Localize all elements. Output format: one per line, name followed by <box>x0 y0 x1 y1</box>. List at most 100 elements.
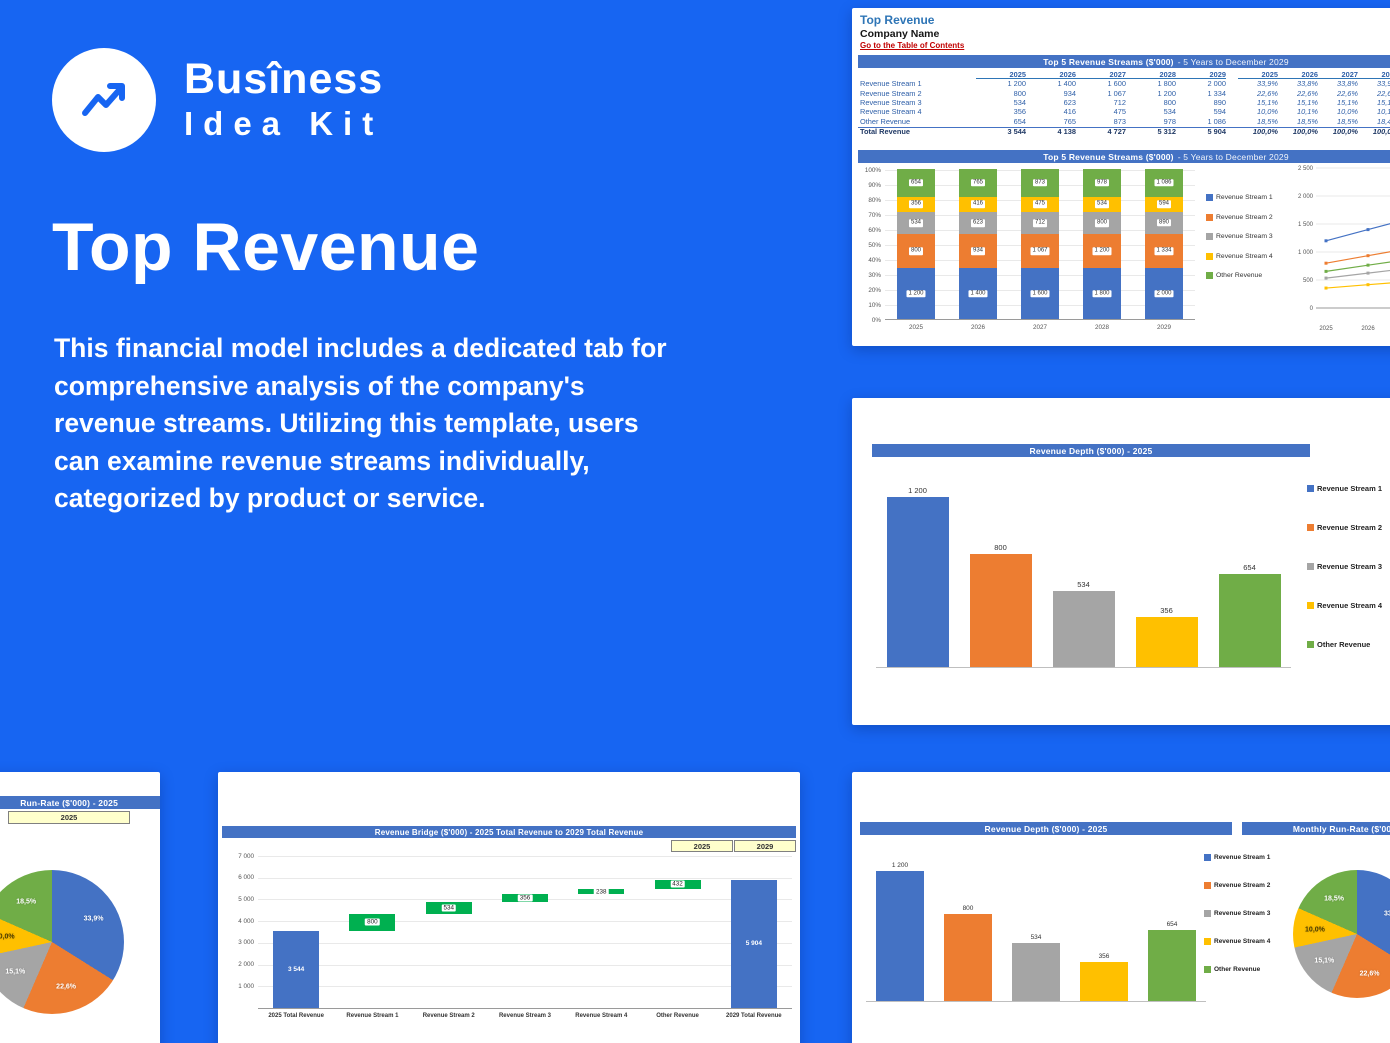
legend-label: Other Revenue <box>1317 640 1371 649</box>
line-chart-tick: 1 000 <box>1298 250 1314 256</box>
line-chart-tick: 2 500 <box>1298 166 1314 172</box>
legend-item: Revenue Stream 2 <box>1204 882 1270 889</box>
bar-slot: 1 200 <box>866 852 934 1001</box>
bar <box>1135 616 1198 667</box>
legend-label: Revenue Stream 3 <box>1216 233 1273 240</box>
cell-value: 654 <box>1013 116 1026 126</box>
legend-label: Revenue Stream 3 <box>1317 562 1383 571</box>
brand-wordmark: Busîness Idea Kit <box>184 57 383 142</box>
table-row: Revenue Stream 1 1 200 1 400 1 600 1 800 2 00… <box>858 79 1390 88</box>
cell-pct: 10,1% <box>1297 107 1318 117</box>
pie-slice-label: 22,6% <box>1359 970 1380 978</box>
line-marker <box>1324 239 1328 243</box>
legend-swatch <box>1206 213 1213 221</box>
pie-slice-label: 33,9% <box>1384 910 1390 918</box>
bar <box>876 871 924 1001</box>
revenue-depth-title-bar: Revenue Depth ($'000) - 2025 <box>872 444 1310 457</box>
cell-value: 1 086 <box>1207 116 1227 126</box>
cell-pct: 15,1% <box>1297 98 1318 108</box>
bar-segment-label: 765 <box>970 179 986 187</box>
bar-segment-label: 1 200 <box>906 289 926 298</box>
stacked-bar: 1 400 934 623 416 765 <box>959 169 997 319</box>
cell-pct: 33,9% <box>1377 79 1390 89</box>
bar-value-label: 5 904 <box>745 940 762 948</box>
line-marker <box>1366 254 1370 258</box>
cell-value: 3 544 <box>1007 127 1027 137</box>
bar-segment: 978 <box>1083 169 1121 197</box>
table-title-suffix: - 5 Years to December 2029 <box>1177 56 1289 67</box>
toc-link[interactable]: Go to the Table of Contents <box>860 41 965 50</box>
line-series <box>1325 269 1390 279</box>
depth-runrate-panel: Revenue Depth ($'000) - 2025 Monthly Run… <box>852 772 1390 1043</box>
cell-pct: 22,6% <box>1377 88 1390 98</box>
legend-item: Revenue Stream 3 <box>1307 562 1382 571</box>
bar-segment: 356 <box>897 196 935 212</box>
bar-segment: 594 <box>1145 196 1183 212</box>
legend-item: Revenue Stream 1 <box>1206 194 1273 201</box>
chart-title-main: Top 5 Revenue Streams ($'000) <box>1043 151 1174 162</box>
cell-value: 2029 <box>1176 70 1226 80</box>
x-axis-label: Revenue Stream 1 <box>346 1013 399 1019</box>
pie-slice-label: 10,0% <box>0 933 15 941</box>
x-axis-tick: 2027 <box>1032 324 1047 331</box>
bar-value-label: 654 <box>1166 921 1178 929</box>
cell-value: 873 <box>1113 116 1126 126</box>
stacked-bar: 2 000 1 334 890 594 1 086 <box>1145 169 1183 319</box>
cell-value: 800 <box>1163 98 1176 108</box>
bar-segment-label: 356 <box>908 200 924 208</box>
pie-slice-label: 18,5% <box>1324 895 1344 903</box>
line-marker <box>1324 261 1328 265</box>
bar-segment-label: 594 <box>1156 200 1172 208</box>
cell-pct: 18,5% <box>1257 116 1278 126</box>
bar-segment-label: 712 <box>1032 219 1048 227</box>
bar-segment: 1 200 <box>1083 234 1121 269</box>
cell-value: 2 000 <box>1207 79 1227 89</box>
bar-segment-label: 978 <box>1094 179 1110 187</box>
line-marker <box>1366 283 1370 287</box>
legend-item: Revenue Stream 1 <box>1204 854 1270 861</box>
company-name: Company Name <box>860 28 940 40</box>
bar-segment: 534 <box>1083 196 1121 212</box>
table-row: Revenue Stream 3 534 623 712 800 890 15,1% 15,1… <box>858 98 1390 107</box>
bar-value-label: 432 <box>670 880 685 888</box>
bar-segment-label: 1 600 <box>1030 289 1050 298</box>
bar-segment-label: 2 000 <box>1154 289 1174 298</box>
bar-segment-label: 475 <box>1032 200 1048 209</box>
x-axis-label: Revenue Stream 3 <box>498 1013 551 1019</box>
bar-segment-label: 654 <box>908 179 924 187</box>
bar-value-label: 238 <box>594 888 609 896</box>
y-axis-tick: 5 000 <box>238 895 254 903</box>
bar <box>1052 591 1115 667</box>
y-axis-tick: 6 000 <box>238 874 254 882</box>
bar-value-label: 654 <box>1243 563 1256 573</box>
legend-label: Other Revenue <box>1216 272 1263 279</box>
legend-swatch <box>1307 602 1314 609</box>
y-axis-tick: 40% <box>868 256 881 264</box>
cell-value: 1 800 <box>1157 79 1177 89</box>
y-axis-tick: 7 000 <box>238 852 254 860</box>
cell-pct: 18,5% <box>1297 116 1318 126</box>
x-axis-line <box>258 1008 792 1009</box>
stacked-bar: 1 800 1 200 800 534 978 <box>1083 169 1121 319</box>
table-title-main: Top 5 Revenue Streams ($'000) <box>1043 56 1174 67</box>
table-title-bar: Top 5 Revenue Streams ($'000) - 5 Years … <box>858 55 1390 68</box>
legend-swatch <box>1307 485 1314 492</box>
row-label: Total Revenue <box>860 127 910 137</box>
revenue-table: 2025202620272028202920252026202720282029… <box>858 70 1390 136</box>
legend-swatch <box>1204 966 1211 973</box>
cell-value: 534 <box>1013 98 1026 108</box>
y-axis-tick: 80% <box>868 196 881 204</box>
bar-segment: 712 <box>1021 211 1059 235</box>
cell-value: 765 <box>1063 116 1076 126</box>
legend-item: Other Revenue <box>1204 966 1270 973</box>
bridge-year-box-2029: 2029 <box>734 840 796 852</box>
bar-value-label: 800 <box>962 905 974 913</box>
legend-swatch <box>1206 272 1213 279</box>
bar-value-label: 356 <box>1098 953 1110 961</box>
chart-title-suffix: - 5 Years to December 2029 <box>1177 151 1289 162</box>
bar-segment-label: 1 400 <box>968 289 988 298</box>
bar-segment: 623 <box>959 211 997 235</box>
legend-swatch <box>1204 938 1211 945</box>
